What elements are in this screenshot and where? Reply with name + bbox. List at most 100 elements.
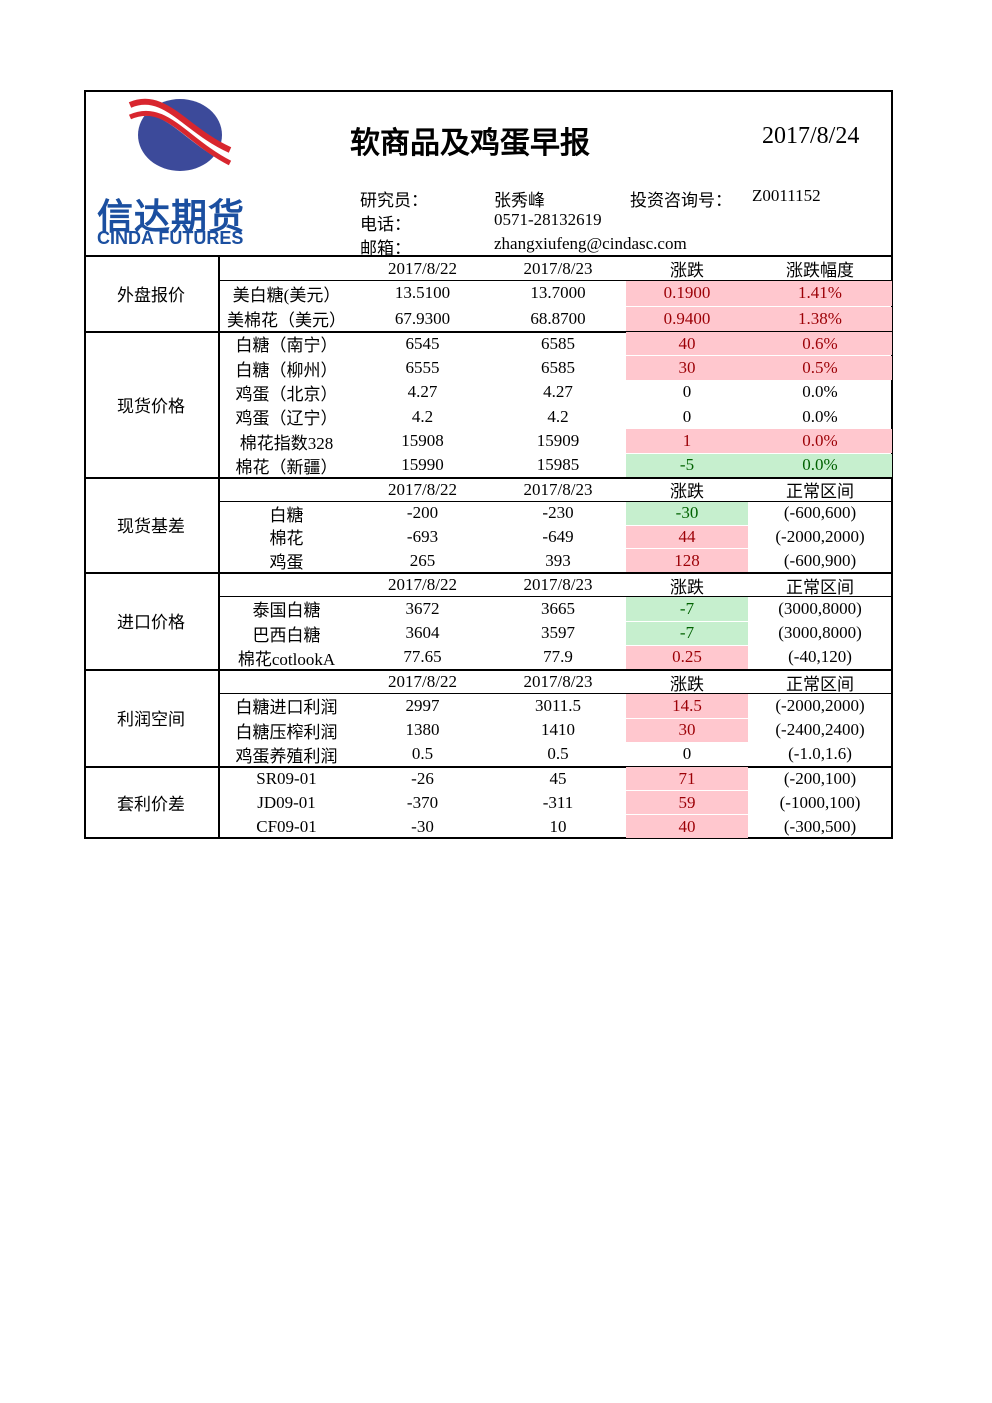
section-border bbox=[84, 477, 893, 479]
row-label: 美白糖(美元） bbox=[232, 286, 341, 305]
value-cell: -7 bbox=[626, 621, 748, 645]
column-header: 2017/8/22 bbox=[388, 575, 457, 595]
value-cell: 0.0% bbox=[802, 406, 838, 426]
value-cell: 128 bbox=[626, 549, 748, 572]
value-cell: (-2400,2400) bbox=[775, 720, 865, 740]
value-cell: 6545 bbox=[405, 333, 440, 353]
value-cell: 30 bbox=[626, 356, 748, 380]
logo-en: CINDA FUTURES bbox=[97, 228, 244, 248]
header-underline bbox=[218, 596, 892, 598]
section-divider bbox=[218, 255, 220, 838]
row-label: 美棉花（美元） bbox=[227, 311, 346, 331]
column-header: 2017/8/22 bbox=[388, 258, 457, 278]
logo-cn: 信达期货 bbox=[97, 197, 246, 238]
value-cell: -30 bbox=[411, 816, 434, 836]
column-header: 2017/8/23 bbox=[523, 479, 593, 499]
value-cell: 40 bbox=[626, 815, 748, 838]
row-label: 泰国白糖 bbox=[252, 601, 321, 621]
column-header: 2017/8/23 bbox=[523, 575, 593, 595]
row-label: SR09-01 bbox=[256, 768, 317, 788]
license-label: 投资咨询号： bbox=[630, 191, 732, 210]
phone: 0571-28132619 bbox=[494, 210, 602, 229]
value-cell: 77.9 bbox=[543, 647, 573, 667]
row-label: 白糖（南宁） bbox=[235, 336, 338, 356]
value-cell: (-600,600) bbox=[783, 503, 857, 523]
row-label: CF09-01 bbox=[256, 816, 317, 836]
value-cell: -30 bbox=[626, 501, 748, 525]
value-cell: 0.9400 bbox=[626, 306, 748, 331]
report-date: 2017/8/24 bbox=[762, 123, 860, 149]
row-label: 棉花cotlookA bbox=[237, 649, 336, 669]
column-header: 涨跌 bbox=[670, 261, 704, 281]
value-cell: 68.8700 bbox=[530, 308, 586, 328]
value-cell: 71 bbox=[626, 767, 748, 790]
column-header: 2017/8/23 bbox=[523, 672, 593, 692]
row-label: 棉花指数328 bbox=[239, 433, 334, 453]
column-header: 2017/8/22 bbox=[388, 479, 457, 499]
value-cell: 2997 bbox=[405, 695, 440, 715]
value-cell: -200 bbox=[406, 503, 439, 523]
header-underline bbox=[218, 693, 892, 695]
value-cell: 0.6% bbox=[748, 332, 892, 356]
value-cell: 0 bbox=[682, 406, 692, 426]
value-cell: 3665 bbox=[541, 598, 575, 618]
value-cell: 1380 bbox=[405, 720, 440, 740]
column-header: 正常区间 bbox=[786, 482, 854, 502]
researcher: 张秀峰 bbox=[494, 191, 545, 210]
value-cell: 0.25 bbox=[626, 645, 748, 669]
value-cell: 6555 bbox=[405, 357, 440, 377]
value-cell: 0 bbox=[682, 382, 692, 402]
value-cell: (-2000,2000) bbox=[775, 526, 865, 546]
row-label: 白糖进口利润 bbox=[235, 698, 338, 718]
row-label: 鸡蛋养殖利润 bbox=[235, 746, 338, 766]
value-cell: 30 bbox=[626, 718, 748, 742]
value-cell: 77.65 bbox=[403, 647, 442, 667]
value-cell: -693 bbox=[406, 526, 439, 546]
column-header: 涨跌 bbox=[670, 577, 704, 597]
section-name: 利润空间 bbox=[117, 710, 185, 729]
section-name: 现货价格 bbox=[117, 396, 185, 416]
value-cell: 0.5% bbox=[748, 356, 892, 380]
row-label: 鸡蛋（辽宁） bbox=[235, 409, 338, 429]
value-cell: 15985 bbox=[536, 455, 580, 475]
section-border bbox=[84, 572, 893, 574]
column-header: 2017/8/23 bbox=[523, 258, 593, 278]
value-cell: (3000,8000) bbox=[778, 598, 862, 618]
column-header: 涨跌 bbox=[670, 482, 704, 502]
value-cell: 3604 bbox=[405, 623, 440, 643]
email-label: 邮箱： bbox=[360, 239, 411, 258]
section-name: 套利价差 bbox=[117, 794, 185, 814]
license: Z0011152 bbox=[752, 186, 821, 205]
value-cell: 0.5 bbox=[411, 744, 434, 764]
email: zhangxiufeng@cindasc.com bbox=[494, 234, 687, 253]
value-cell: 67.9300 bbox=[394, 308, 451, 328]
value-cell: 4.27 bbox=[543, 382, 573, 402]
value-cell: 15909 bbox=[536, 430, 580, 450]
value-cell: 393 bbox=[545, 550, 571, 570]
value-cell: -649 bbox=[542, 526, 574, 546]
value-cell: (-2000,2000) bbox=[775, 695, 865, 715]
row-label: 鸡蛋 bbox=[269, 553, 304, 573]
phone-label: 电话： bbox=[360, 215, 411, 234]
value-cell: (-200,100) bbox=[783, 768, 857, 788]
researcher-label: 研究员： bbox=[360, 191, 428, 210]
header-underline bbox=[218, 280, 892, 282]
value-cell: 13.5100 bbox=[394, 283, 451, 303]
value-cell: -370 bbox=[406, 792, 439, 812]
value-cell: (-1000,100) bbox=[779, 792, 861, 812]
value-cell: -5 bbox=[626, 453, 748, 477]
value-cell: 0.0% bbox=[748, 429, 892, 453]
value-cell: 14.5 bbox=[626, 694, 748, 718]
row-label: 白糖压榨利润 bbox=[235, 722, 338, 742]
value-cell: 0.0% bbox=[748, 453, 892, 477]
value-cell: -26 bbox=[411, 768, 434, 788]
value-cell: 1.38% bbox=[748, 306, 892, 331]
section-name: 外盘报价 bbox=[117, 285, 185, 305]
logo-mark bbox=[126, 98, 234, 171]
value-cell: 6585 bbox=[541, 333, 575, 353]
value-cell: 0.0% bbox=[802, 382, 838, 402]
value-cell: 13.7000 bbox=[530, 283, 586, 303]
section-border bbox=[84, 331, 893, 333]
value-cell: 0 bbox=[682, 744, 692, 764]
